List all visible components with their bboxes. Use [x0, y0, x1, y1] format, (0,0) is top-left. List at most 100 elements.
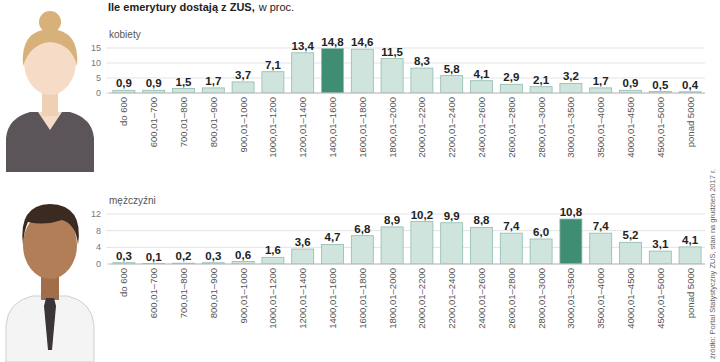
y-tick-label: 4 [96, 242, 101, 252]
bar [649, 251, 671, 264]
data-label: 0,3 [205, 250, 221, 262]
x-tick-label: 1400,01–1600 [327, 97, 338, 158]
bar [322, 244, 344, 264]
bar [441, 76, 463, 93]
data-label: 4,7 [325, 231, 341, 243]
bar [232, 82, 254, 93]
bar [202, 88, 224, 93]
chart-title: mężczyźni [109, 195, 156, 206]
bar [262, 72, 284, 93]
data-label: 1,6 [265, 244, 281, 256]
x-tick-label: 2000,01–2200 [416, 268, 427, 329]
x-tick-label: 1200,01–1400 [297, 268, 308, 329]
bars [113, 219, 701, 264]
data-label: 10,8 [560, 206, 583, 218]
y-tick-label: 12 [91, 209, 101, 219]
bar [471, 227, 493, 264]
x-tick-label: 900,01–1000 [238, 268, 249, 323]
x-axis [109, 93, 705, 94]
grid-line [106, 247, 705, 248]
data-label: 6,0 [533, 226, 549, 238]
x-tick-label: 1600,01–1800 [357, 268, 368, 329]
source: źródło: Portal Statystyczny ZUS, stan na… [708, 169, 717, 359]
x-tick-label: 3000,01–3500 [565, 97, 576, 158]
grid-line [106, 230, 705, 231]
x-tick-label: 4000,01–4500 [625, 268, 636, 329]
x-tick-label: 1000,01–1200 [267, 97, 278, 158]
data-label: 0,3 [116, 250, 132, 262]
man-hair [22, 204, 79, 245]
x-tick-label: 900,01–1000 [238, 97, 249, 152]
bar [590, 233, 612, 264]
x-tick-label: 800,01–900 [208, 97, 219, 147]
woman-hair [23, 29, 78, 66]
x-tick-label: 800,01–900 [208, 268, 219, 318]
woman-body [6, 112, 94, 172]
x-tick-label: 4500,01–5000 [655, 268, 666, 329]
x-tick-label: ponad 5000 [685, 268, 696, 318]
title: Ile emerytury dostają z ZUS,w proc. [108, 1, 294, 13]
x-tick-label: do 600 [118, 97, 129, 126]
data-label: 11,5 [381, 46, 403, 58]
x-tick-label: 1000,01–1200 [267, 268, 278, 329]
y-tick-label: 8 [96, 226, 101, 236]
chart-canvas: Ile emerytury dostają z ZUS,w proc. źródł… [0, 0, 720, 362]
grid-line [106, 93, 705, 94]
grid-line [106, 63, 705, 64]
x-tick-label: 2600,01–2800 [506, 268, 517, 329]
bar [381, 59, 403, 94]
bar [530, 87, 552, 93]
y-tick-label: 15 [91, 43, 101, 53]
data-label: 5,8 [444, 63, 461, 75]
x-tick-label: 1800,01–2000 [387, 268, 398, 329]
x-tick-label: 1200,01–1400 [297, 97, 308, 158]
x-tick-label: 4000,01–4500 [625, 97, 636, 158]
title-sub: w proc. [258, 1, 294, 13]
x-tick-label: 700,01–800 [178, 268, 189, 318]
x-tick-label: 2800,01–3000 [536, 97, 547, 158]
data-label: 3,7 [235, 69, 251, 81]
data-label: 5,2 [623, 229, 639, 241]
y-tick-label: 10 [91, 58, 101, 68]
grid-line [106, 48, 705, 49]
bar [322, 49, 344, 93]
data-label: 8,3 [414, 55, 430, 67]
data-label: 0,6 [235, 249, 251, 261]
chart-0: kobiety0510150,9do 6000,9600,01–7001,570… [91, 29, 705, 158]
bar [292, 249, 314, 264]
bar [411, 68, 433, 93]
data-label: 14,6 [351, 36, 373, 48]
data-label: 1,7 [205, 75, 221, 87]
x-tick-label: 2800,01–3000 [536, 268, 547, 329]
data-label: 4,1 [682, 234, 699, 246]
x-tick-label: 3000,01–3500 [565, 268, 576, 329]
data-label: 7,4 [593, 220, 610, 232]
woman-neck-rect [42, 92, 58, 116]
data-label: 8,9 [384, 214, 400, 226]
bar [679, 247, 701, 264]
data-label: 0,5 [652, 79, 669, 91]
man-shirt [6, 296, 94, 362]
bar [292, 53, 314, 93]
data-label: 2,1 [533, 74, 550, 86]
bars [113, 49, 701, 93]
x-axis [109, 264, 705, 265]
data-label: 7,1 [265, 59, 282, 71]
bar [411, 222, 433, 265]
man-icon [6, 204, 94, 362]
y-tick-label: 5 [96, 73, 101, 83]
bar [500, 233, 522, 264]
x-tick-label: 1800,01–2000 [387, 97, 398, 158]
data-label: 1,5 [176, 76, 193, 88]
data-label: 0,2 [176, 250, 192, 262]
bar [351, 236, 373, 264]
data-label: 3,1 [652, 238, 669, 250]
bar [620, 242, 642, 264]
y-tick-label: 0 [96, 259, 101, 269]
data-label: 0,1 [146, 251, 163, 263]
bar [173, 89, 195, 94]
bar [590, 88, 612, 93]
chart-title: kobiety [109, 29, 141, 40]
bar [560, 83, 582, 93]
bar [530, 239, 552, 264]
